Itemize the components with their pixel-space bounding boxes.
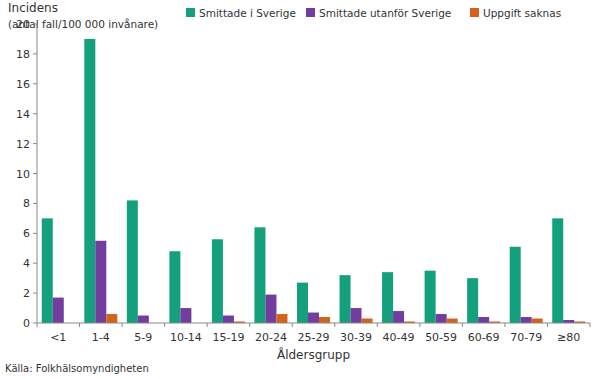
bar (340, 275, 351, 323)
x-tick (79, 323, 80, 327)
x-axis (37, 323, 590, 324)
x-tick (377, 323, 378, 327)
y-title: Incidens (8, 1, 58, 15)
legend-swatch (470, 8, 479, 17)
x-tick-label: 50-59 (425, 331, 457, 344)
bar (95, 241, 106, 323)
y-tick-label: 6 (23, 227, 30, 240)
bar (382, 272, 393, 323)
bar (53, 298, 64, 323)
bar (84, 39, 95, 323)
x-axis-label: Åldersgrupp (277, 347, 350, 362)
bar (265, 295, 276, 323)
source: Källa: Folkhälsomyndigheten (5, 363, 149, 374)
bar (254, 227, 265, 323)
bar (552, 218, 563, 323)
bar (510, 247, 521, 323)
y-tick-label: 4 (23, 257, 30, 270)
x-tick-label: 20-24 (255, 331, 287, 344)
bar (351, 308, 362, 323)
legend-label: Smittade i Sverige (199, 7, 296, 19)
y-subtitle: (antal fall/100 000 invånare) (8, 18, 158, 30)
bar (436, 314, 447, 323)
x-tick-label: 70-79 (510, 331, 542, 344)
bar (521, 317, 532, 323)
x-tick (292, 323, 293, 327)
bar (393, 311, 404, 323)
bar (138, 316, 149, 323)
y-tick (33, 113, 37, 114)
y-tick (33, 203, 37, 204)
y-tick-label: 20 (16, 18, 30, 31)
bar (425, 271, 436, 323)
x-tick-label: ≥80 (557, 331, 580, 344)
y-tick-label: 16 (16, 78, 30, 91)
y-tick (33, 323, 37, 324)
bar (106, 314, 117, 323)
bar (127, 200, 138, 323)
x-tick (504, 323, 505, 327)
bar (308, 313, 319, 323)
bar (223, 316, 234, 323)
x-tick-label: 60-69 (468, 331, 500, 344)
bar (467, 278, 478, 323)
bar (180, 308, 191, 323)
x-tick-label: 5-9 (134, 331, 152, 344)
bar (212, 239, 223, 323)
bar (42, 218, 53, 323)
bar (319, 317, 330, 323)
x-tick-label: 30-39 (340, 331, 372, 344)
x-tick (122, 323, 123, 327)
x-tick (419, 323, 420, 327)
x-tick (164, 323, 165, 327)
y-axis (37, 24, 38, 323)
bar (478, 317, 489, 323)
y-tick (33, 263, 37, 264)
y-tick-label: 0 (23, 317, 30, 330)
y-tick (33, 173, 37, 174)
x-tick-label: 15-19 (212, 331, 244, 344)
y-tick (33, 53, 37, 54)
legend-label: Uppgift saknas (483, 7, 561, 19)
x-tick (547, 323, 548, 327)
y-tick (33, 143, 37, 144)
y-tick-label: 10 (16, 168, 30, 181)
legend-swatch (186, 8, 195, 17)
x-tick-label: <1 (50, 331, 66, 344)
y-tick-label: 8 (23, 197, 30, 210)
y-tick (33, 233, 37, 234)
x-tick (37, 323, 38, 327)
x-tick (207, 323, 208, 327)
x-tick-label: 40-49 (383, 331, 415, 344)
bar (362, 319, 373, 323)
bar (532, 319, 543, 323)
bar (169, 251, 180, 323)
x-tick (462, 323, 463, 327)
y-tick (33, 24, 37, 25)
y-tick (33, 293, 37, 294)
bar (276, 314, 287, 323)
x-tick (334, 323, 335, 327)
y-tick-label: 2 (23, 287, 30, 300)
x-tick-label: 1-4 (92, 331, 110, 344)
y-tick-label: 14 (16, 108, 30, 121)
y-tick-label: 12 (16, 138, 30, 151)
bar (447, 319, 458, 323)
x-tick-label: 25-29 (298, 331, 330, 344)
legend-label: Smittade utanför Sverige (319, 7, 451, 19)
x-tick (590, 323, 591, 327)
legend-swatch (306, 8, 315, 17)
bar (297, 283, 308, 323)
y-tick (33, 83, 37, 84)
x-tick-label: 10-14 (170, 331, 202, 344)
x-tick (249, 323, 250, 327)
chart: Incidens (antal fall/100 000 invånare) Smi… (0, 0, 604, 379)
bars (42, 39, 585, 323)
y-tick-label: 18 (16, 48, 30, 61)
